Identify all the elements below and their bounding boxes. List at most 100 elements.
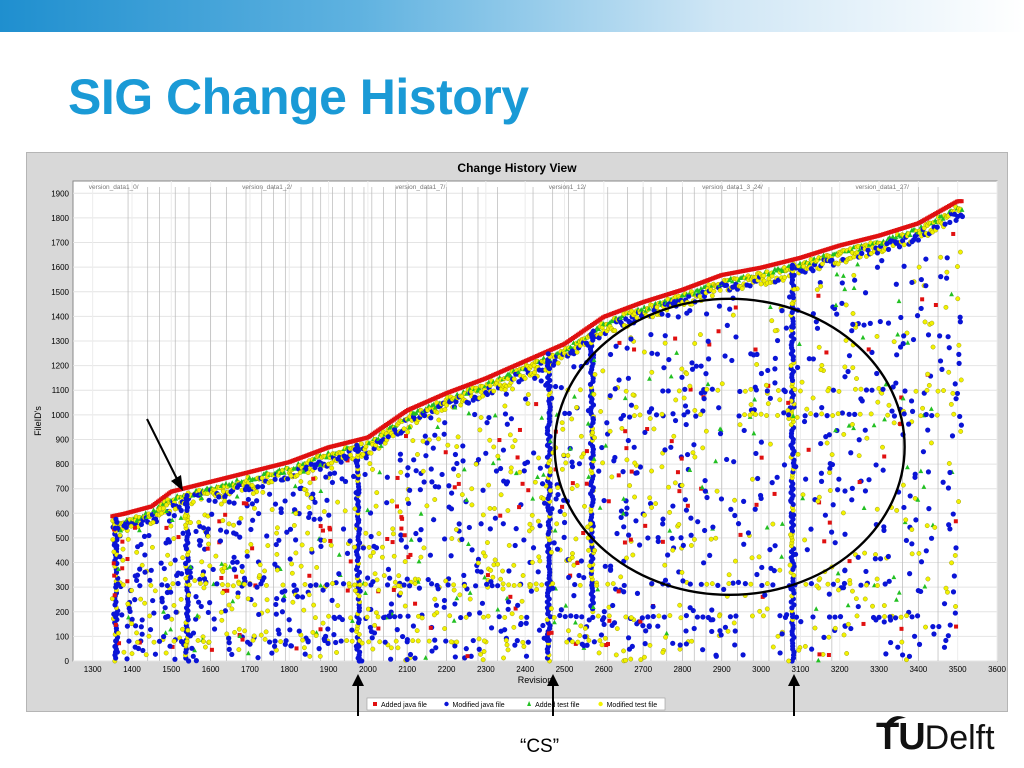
- modified-test-point: [559, 420, 565, 426]
- modified-java-point: [340, 581, 347, 587]
- modified-java-point: [347, 538, 353, 544]
- modified-test-point: [401, 426, 407, 432]
- modified-test-point: [322, 538, 327, 543]
- modified-java-point: [716, 303, 723, 309]
- modified-test-point: [949, 560, 954, 566]
- modified-test-point: [168, 561, 174, 567]
- modified-java-point: [405, 465, 411, 471]
- modified-test-point: [818, 367, 824, 373]
- added-test-point: [173, 496, 179, 501]
- x-tick-label: 2400: [516, 665, 534, 674]
- modified-test-point: [750, 476, 755, 482]
- modified-test-point: [789, 301, 795, 306]
- modified-test-point: [370, 550, 376, 555]
- modified-test-point: [709, 581, 715, 587]
- modified-test-point: [909, 527, 915, 532]
- x-tick-label: 2200: [438, 665, 456, 674]
- modified-java-point: [702, 527, 708, 534]
- modified-java-point: [767, 547, 773, 553]
- modified-java-point: [407, 651, 414, 658]
- modified-test-point: [667, 613, 673, 618]
- added-java-point: [549, 630, 554, 635]
- modified-java-point: [940, 479, 946, 485]
- modified-java-point: [732, 512, 738, 519]
- modified-java-point: [639, 615, 645, 621]
- modified-java-point: [209, 511, 215, 517]
- modified-test-point: [301, 486, 307, 492]
- modified-java-point: [528, 588, 534, 594]
- modified-test-point: [795, 451, 801, 457]
- modified-test-point: [843, 302, 849, 308]
- modified-java-point: [115, 581, 121, 587]
- modified-test-point: [666, 484, 671, 490]
- modified-test-point: [564, 639, 570, 645]
- modified-java-point: [817, 279, 823, 286]
- modified-java-point: [175, 580, 181, 587]
- modified-test-point: [923, 624, 928, 630]
- modified-test-point: [257, 562, 263, 568]
- modified-java-point: [446, 504, 452, 510]
- y-tick-label: 1600: [51, 263, 69, 272]
- modified-java-point: [866, 477, 872, 483]
- modified-test-point: [794, 415, 800, 420]
- modified-java-point: [483, 450, 489, 456]
- modified-java-point: [862, 488, 869, 494]
- modified-test-point: [946, 369, 952, 375]
- modified-java-point: [880, 386, 886, 392]
- modified-java-point: [804, 547, 810, 553]
- modified-java-point: [874, 264, 881, 270]
- modified-java-point: [945, 334, 951, 340]
- modified-java-point: [454, 460, 460, 467]
- modified-test-point: [799, 379, 805, 385]
- modified-test-point: [410, 438, 416, 444]
- modified-test-point: [844, 651, 850, 656]
- modified-test-point: [689, 638, 695, 644]
- modified-java-point: [307, 510, 313, 517]
- modified-java-point: [368, 582, 374, 588]
- modified-test-point: [412, 581, 418, 586]
- modified-java-point: [769, 480, 775, 486]
- added-java-point: [452, 485, 457, 490]
- modified-test-point: [152, 588, 158, 594]
- modified-java-point: [941, 601, 948, 607]
- modified-java-point: [190, 630, 197, 636]
- modified-java-point: [216, 494, 222, 500]
- modified-test-point: [395, 645, 401, 651]
- modified-test-point: [565, 453, 571, 458]
- modified-test-point: [938, 254, 944, 260]
- modified-test-point: [621, 648, 626, 654]
- modified-test-point: [537, 558, 543, 564]
- modified-java-point: [718, 632, 724, 638]
- modified-test-point: [842, 364, 848, 370]
- modified-java-point: [789, 262, 796, 268]
- modified-test-point: [536, 554, 542, 560]
- modified-test-point: [726, 572, 732, 578]
- modified-java-point: [601, 621, 607, 628]
- added-java-point: [513, 606, 518, 611]
- modified-java-point: [193, 528, 199, 535]
- added-java-point: [660, 539, 665, 544]
- added-java-point: [959, 199, 964, 204]
- modified-java-point: [877, 318, 883, 325]
- modified-test-point: [600, 460, 606, 466]
- modified-java-point: [197, 523, 203, 529]
- modified-java-point: [480, 487, 486, 493]
- modified-java-point: [703, 371, 709, 377]
- modified-java-point: [818, 478, 825, 484]
- modified-test-point: [376, 587, 382, 593]
- modified-java-point: [900, 238, 906, 244]
- modified-test-point: [431, 612, 437, 618]
- modified-test-point: [517, 469, 523, 475]
- modified-test-point: [704, 581, 710, 587]
- added-java-point: [225, 588, 230, 593]
- y-tick-label: 800: [56, 460, 70, 469]
- modified-java-point: [206, 497, 212, 503]
- modified-test-point: [678, 615, 684, 621]
- modified-java-point: [781, 387, 787, 393]
- modified-java-point: [612, 386, 618, 392]
- modified-java-point: [566, 410, 572, 417]
- modified-java-point: [521, 537, 527, 543]
- added-java-point: [645, 427, 650, 432]
- modified-java-point: [344, 550, 351, 556]
- modified-java-point: [947, 469, 953, 476]
